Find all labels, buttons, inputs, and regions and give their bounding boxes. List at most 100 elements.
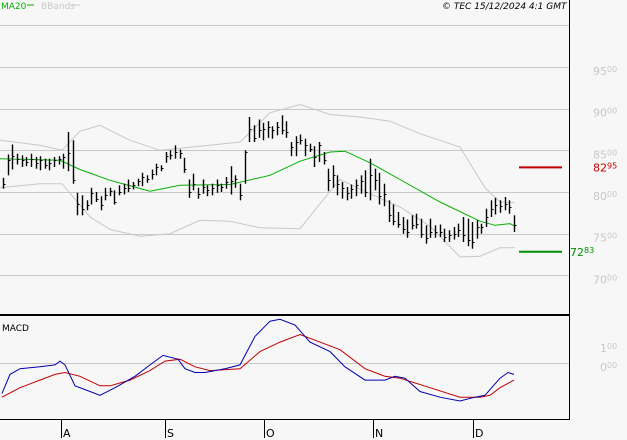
ohlc-bar xyxy=(429,218,433,238)
copyright-timestamp: © TEC 15/12/2024 4:1 GMT xyxy=(442,2,568,12)
ohlc-bar xyxy=(90,187,94,205)
ohlc-bar xyxy=(202,179,206,194)
ohlc-bar xyxy=(480,223,484,234)
ohlc-bar xyxy=(160,165,164,172)
ohlc-bar xyxy=(448,230,452,242)
ohlc-bar xyxy=(244,150,248,184)
bb-lower xyxy=(0,178,515,258)
ohlc-bar xyxy=(388,200,392,222)
ohlc-bar xyxy=(485,208,489,227)
ohlc-bar xyxy=(457,223,461,237)
ohlc-bar xyxy=(453,227,457,240)
price-axis-label: 9000 xyxy=(593,107,617,120)
month-label: N xyxy=(375,427,383,440)
ohlc-bar xyxy=(411,215,415,230)
ohlc-bar xyxy=(225,177,229,189)
ohlc-bar xyxy=(462,217,466,242)
ohlc-bar xyxy=(30,153,34,167)
month-label: S xyxy=(167,427,174,440)
price-axis-label: 7500 xyxy=(593,232,617,245)
ohlc-bar xyxy=(490,200,494,217)
ohlc-bar xyxy=(392,204,396,226)
ohlc-bar xyxy=(439,224,443,237)
ohlc-bar xyxy=(253,125,257,142)
ohlc-bar xyxy=(188,179,192,198)
ohlc-bar xyxy=(420,218,424,238)
resistance-label: 8295 xyxy=(593,161,617,174)
ohlc-bar xyxy=(197,187,201,199)
ohlc-bar xyxy=(239,183,243,201)
ohlc-bar xyxy=(100,196,104,211)
ohlc-bar xyxy=(169,150,173,160)
ohlc-bar xyxy=(183,157,187,173)
ohlc-bar xyxy=(336,175,340,196)
ohlc-bar xyxy=(304,138,308,157)
ohlc-bar xyxy=(318,142,322,162)
ohlc-bar xyxy=(211,183,215,196)
ohlc-bar xyxy=(332,165,336,188)
ohlc-bar xyxy=(425,225,429,244)
ohlc-bar xyxy=(48,158,52,171)
ohlc-bar xyxy=(39,156,43,171)
ohlc-bar xyxy=(53,157,57,167)
ohlc-bar xyxy=(230,166,234,195)
ohlc-bar xyxy=(16,153,20,165)
macd-line xyxy=(1,318,515,402)
ohlc-bar xyxy=(295,136,299,157)
ohlc-bar xyxy=(95,192,99,202)
ohlc-bar xyxy=(471,222,475,249)
ohlc-bar xyxy=(341,182,345,199)
ohlc-bar xyxy=(165,152,169,163)
ohlc-bar xyxy=(206,185,210,197)
macd-lines xyxy=(1,318,515,402)
ohlc-bar xyxy=(72,140,76,184)
ohlc-bar xyxy=(271,126,275,139)
ohlc-bar xyxy=(141,172,145,187)
ohlc-bar xyxy=(174,145,178,159)
price-gridlines xyxy=(0,25,569,276)
month-label: O xyxy=(266,427,275,440)
ohlc-bar xyxy=(216,179,220,193)
legend-bbands: BBands xyxy=(41,2,75,12)
ohlc-bar xyxy=(309,143,313,152)
ohlc-bar xyxy=(374,168,378,191)
ohlc-bar xyxy=(415,213,419,229)
ohlc-bar xyxy=(58,156,62,165)
ohlc-bar xyxy=(476,220,480,239)
ohlc-bar xyxy=(44,158,48,169)
ohlc-bar xyxy=(67,132,71,172)
ohlc-bar xyxy=(513,215,517,232)
ohlc-bar xyxy=(397,212,401,228)
ohlc-bar xyxy=(323,152,327,165)
ohlc-bar xyxy=(494,197,498,215)
price-axis-label: 9500 xyxy=(593,65,617,78)
ohlc-bar xyxy=(104,187,108,201)
ohlc-bar xyxy=(313,146,317,167)
ohlc-bar xyxy=(443,228,447,242)
ohlc-bar xyxy=(25,157,29,167)
ohlc-bar xyxy=(35,157,39,169)
ohlc-bar xyxy=(179,149,183,159)
ohlc-bar xyxy=(2,177,6,189)
price-axis-label: 8500 xyxy=(593,148,617,161)
ohlc-bar xyxy=(383,183,387,207)
ohlc-bar xyxy=(137,178,141,187)
macd-title: MACD xyxy=(2,324,29,334)
ohlc-bar xyxy=(434,225,438,238)
ohlc-bar xyxy=(360,175,364,194)
ohlc-bar xyxy=(132,182,136,190)
price-axis-label: 7000 xyxy=(593,273,617,286)
ohlc-bar xyxy=(76,192,80,216)
ohlc-bar xyxy=(285,121,289,138)
ohlc-bar xyxy=(109,187,113,197)
ohlc-bar xyxy=(113,190,117,205)
ohlc-bar xyxy=(299,134,303,145)
ohlc-bar xyxy=(281,115,285,135)
bb-upper xyxy=(0,103,516,204)
ohlc-bar xyxy=(155,163,159,176)
ohlc-bar xyxy=(508,200,512,214)
